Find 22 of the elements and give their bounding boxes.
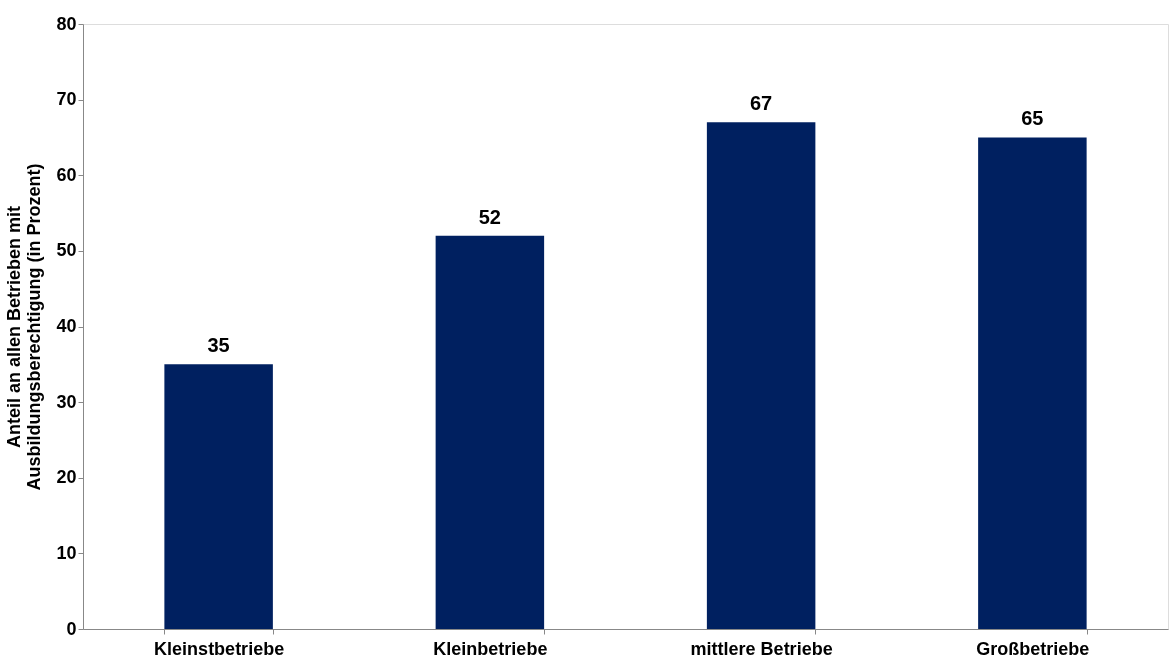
bar bbox=[706, 122, 816, 629]
y-tick-label: 50 bbox=[56, 240, 77, 261]
y-tick-label: 10 bbox=[56, 542, 77, 563]
x-tick-label: mittlere Betriebe bbox=[690, 638, 833, 659]
y-tick-label: 40 bbox=[56, 316, 77, 336]
y-tick-label: 80 bbox=[56, 13, 77, 34]
data-label: 35 bbox=[207, 334, 230, 357]
data-label: 65 bbox=[1021, 107, 1044, 130]
y-tick-label: 20 bbox=[56, 467, 77, 488]
y-axis-title: Anteil an allen Betrieben mit Ausbildungsberechtigung (in Prozent) bbox=[4, 163, 45, 491]
data-label: 52 bbox=[478, 205, 501, 228]
y-tick-label: 30 bbox=[56, 391, 77, 412]
y-tick-label: 60 bbox=[56, 164, 77, 185]
x-tick-label: Großbetriebe bbox=[976, 638, 1090, 659]
bar bbox=[164, 364, 273, 629]
bar bbox=[435, 235, 545, 629]
y-tick-label: 70 bbox=[56, 89, 77, 110]
y-tick-label: 0 bbox=[66, 618, 77, 639]
x-tick-label: Kleinstbetriebe bbox=[154, 638, 285, 659]
bar bbox=[978, 137, 1087, 629]
data-label: 67 bbox=[750, 92, 773, 115]
x-tick-label: Kleinbetriebe bbox=[433, 638, 548, 659]
